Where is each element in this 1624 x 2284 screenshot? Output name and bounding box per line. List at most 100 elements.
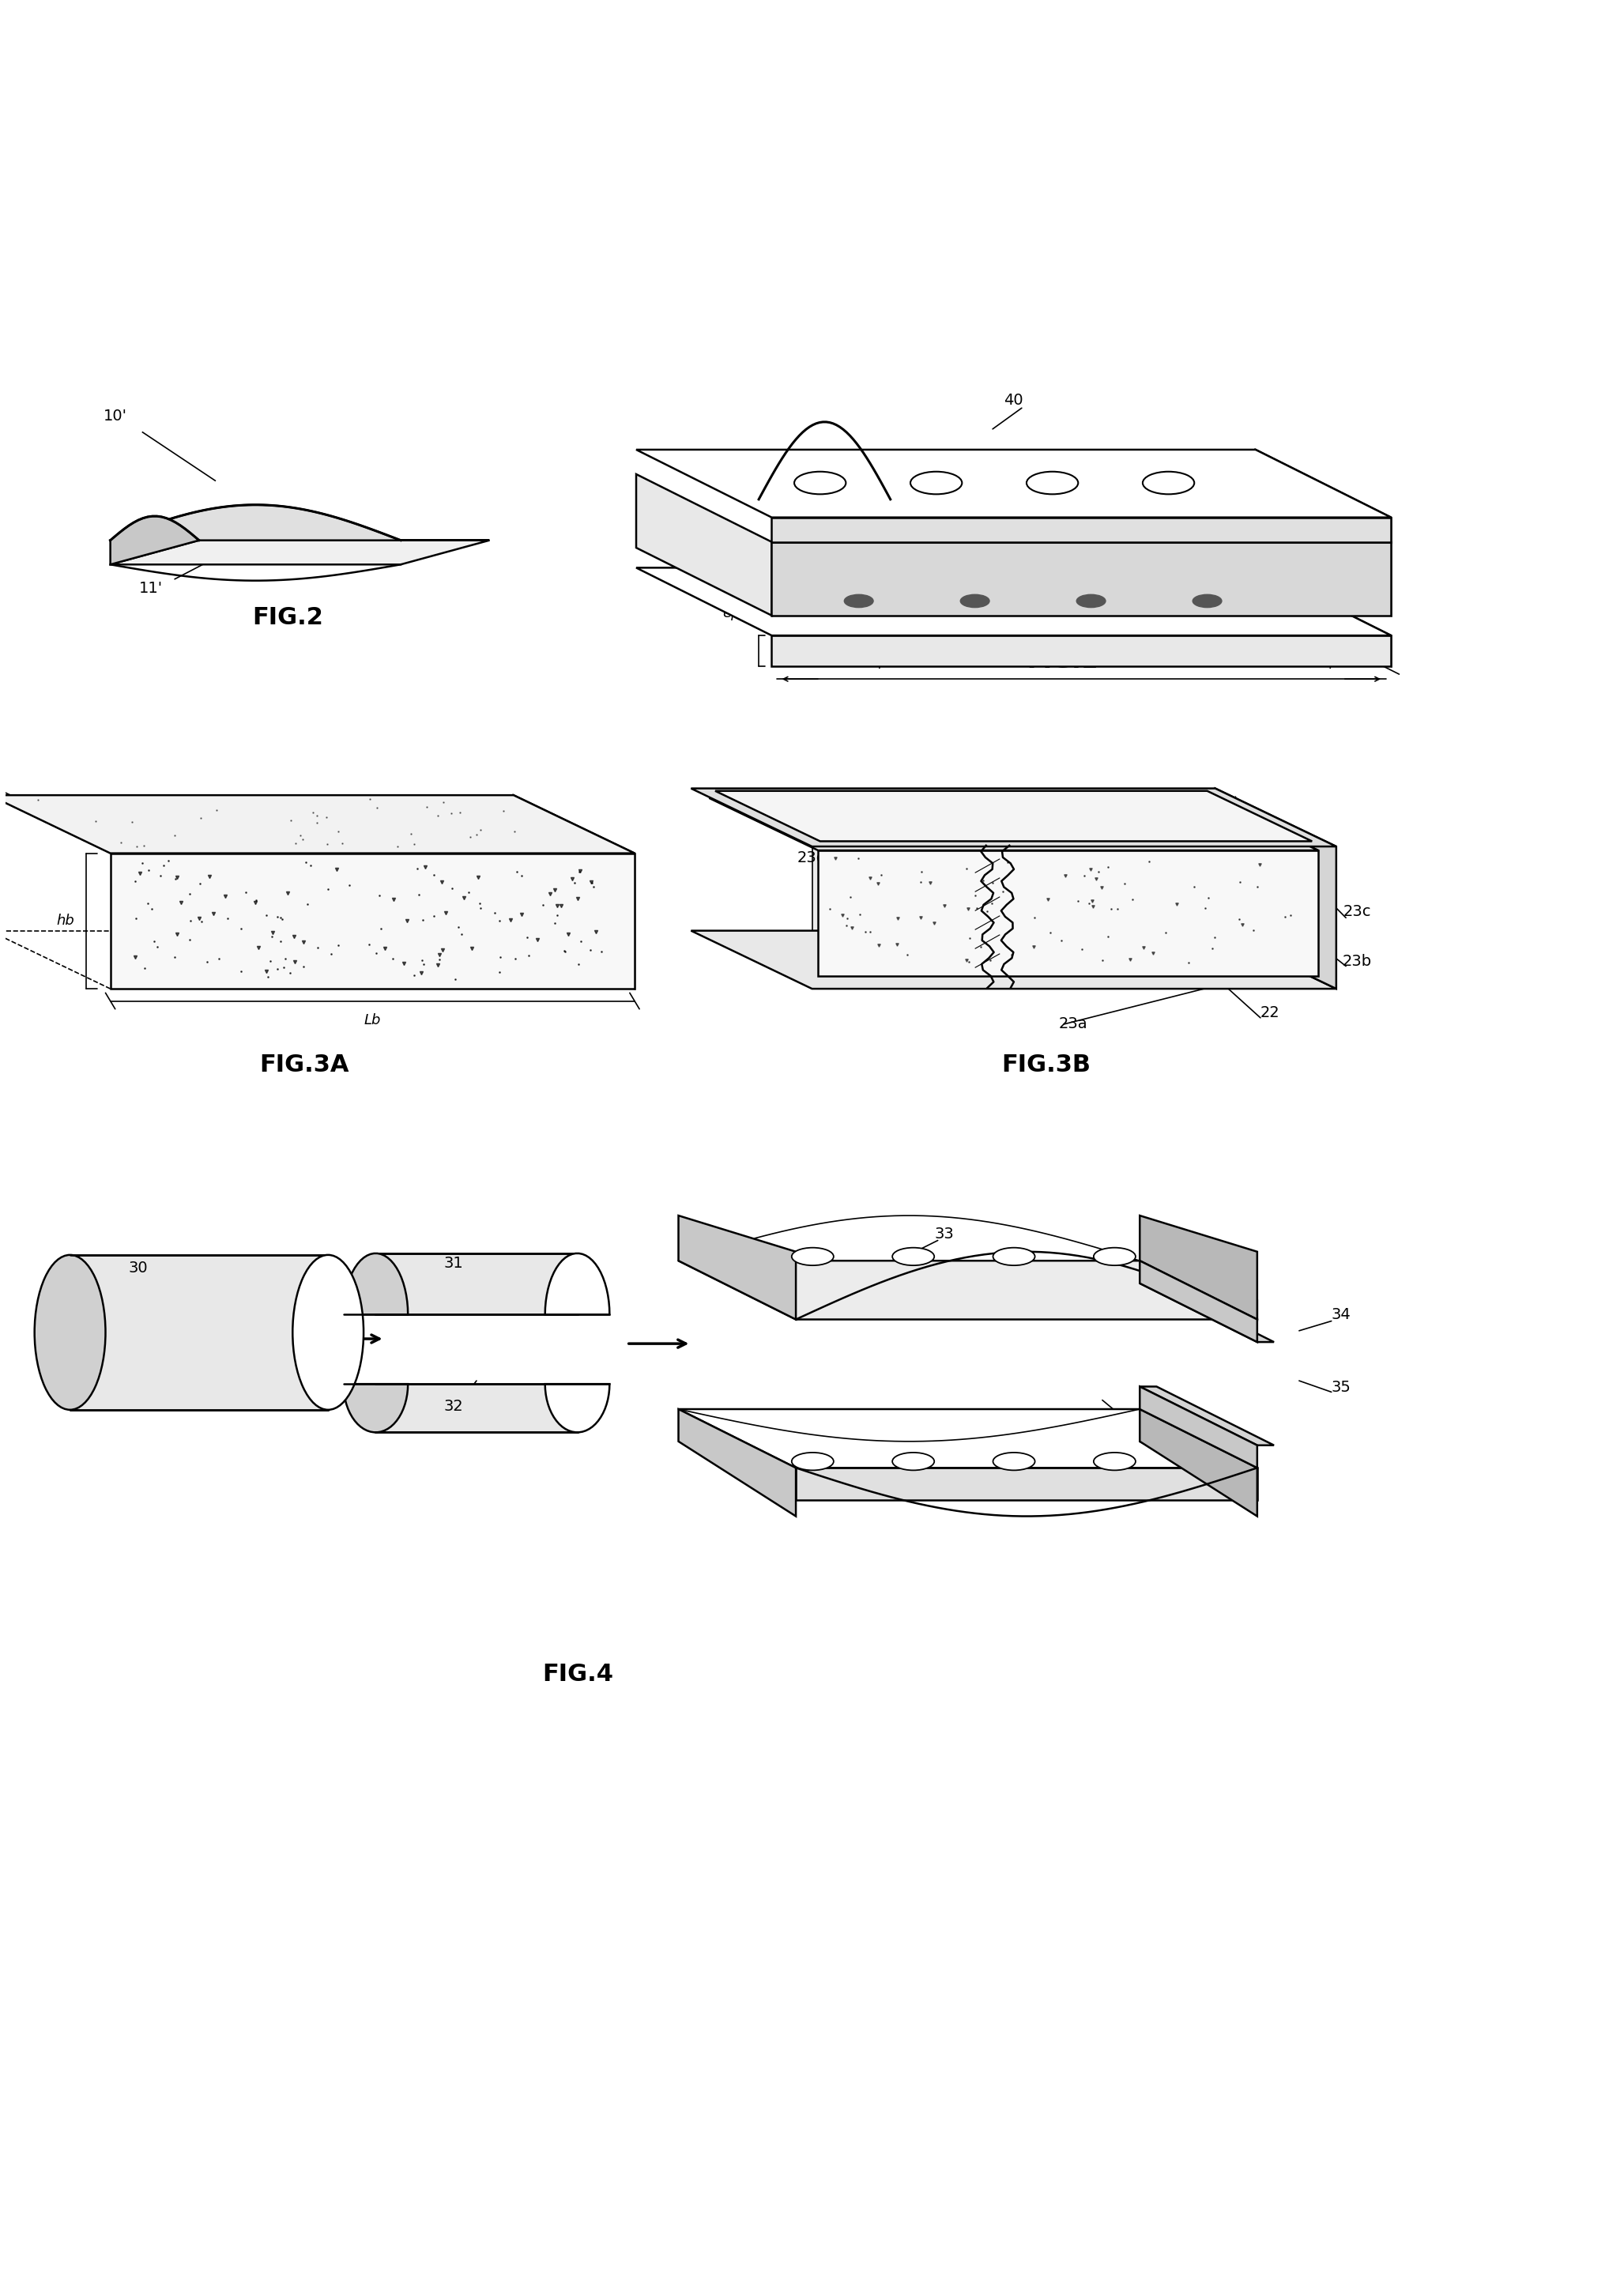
Polygon shape [546,1254,609,1316]
Ellipse shape [1067,592,1116,612]
Ellipse shape [892,1247,934,1265]
Text: 44: 44 [1224,486,1244,500]
Polygon shape [110,516,200,564]
Polygon shape [812,847,1337,989]
Text: 31: 31 [1166,1256,1186,1270]
Text: Lb: Lb [364,1014,382,1028]
Text: 10': 10' [104,409,127,423]
Ellipse shape [911,471,961,493]
Polygon shape [771,541,1392,614]
Text: 31: 31 [443,1256,464,1270]
Ellipse shape [844,594,874,608]
Polygon shape [513,795,635,989]
Text: 23c: 23c [1343,904,1371,918]
Polygon shape [771,635,1392,667]
Polygon shape [771,518,1392,541]
Text: ep: ep [723,605,741,619]
Text: 30: 30 [128,1261,148,1274]
Text: 10: 10 [1356,653,1376,669]
Polygon shape [546,1384,609,1432]
Ellipse shape [892,1453,934,1471]
Ellipse shape [992,1453,1034,1471]
Text: 43: 43 [1314,589,1333,605]
Text: 65: 65 [950,576,970,592]
Text: 42: 42 [1314,557,1333,571]
Text: 23b: 23b [1343,955,1372,968]
Polygon shape [796,1469,1257,1501]
Polygon shape [110,541,489,564]
Text: 23a: 23a [1059,1016,1088,1032]
Polygon shape [375,1384,577,1432]
Ellipse shape [794,471,846,493]
Text: 34: 34 [1332,1306,1351,1322]
Text: 32: 32 [1122,1416,1142,1430]
Ellipse shape [1182,592,1231,612]
Text: 23d: 23d [797,850,827,866]
Polygon shape [343,1254,408,1316]
Text: 23: 23 [1257,841,1276,856]
Ellipse shape [950,592,999,612]
Text: ℓp: ℓp [1324,653,1338,669]
Polygon shape [343,1384,408,1432]
Text: 45: 45 [724,468,744,484]
Ellipse shape [1026,471,1078,493]
Polygon shape [1140,1409,1257,1501]
Polygon shape [1140,1215,1257,1320]
Polygon shape [637,569,1392,635]
Ellipse shape [1143,471,1194,493]
Text: FIG.2: FIG.2 [252,605,323,628]
Text: Lp: Lp [872,653,888,669]
Polygon shape [110,854,635,989]
Text: FIG.3A: FIG.3A [260,1053,349,1076]
Text: 33: 33 [934,1227,953,1242]
Polygon shape [1140,1261,1257,1343]
Text: ℓb: ℓb [63,820,78,834]
Polygon shape [818,850,1319,975]
Polygon shape [1215,788,1337,989]
Polygon shape [679,1261,1257,1320]
Ellipse shape [791,1453,833,1471]
Text: 21: 21 [960,850,979,866]
Polygon shape [1140,1409,1257,1517]
Polygon shape [0,795,635,854]
Text: 41: 41 [1306,523,1325,539]
Text: 32: 32 [443,1400,464,1414]
Polygon shape [679,1409,1257,1469]
Text: 21: 21 [489,893,508,909]
Polygon shape [1140,1242,1257,1320]
Polygon shape [1255,450,1392,541]
Ellipse shape [1093,1453,1135,1471]
Text: 22: 22 [1260,1005,1280,1021]
Polygon shape [637,450,1392,518]
Text: FIG.4: FIG.4 [542,1663,614,1686]
Polygon shape [70,1254,328,1409]
Polygon shape [679,1215,796,1320]
Ellipse shape [1077,594,1106,608]
Polygon shape [1255,569,1392,667]
Polygon shape [110,505,489,541]
Text: 11': 11' [138,580,162,596]
Polygon shape [679,1409,796,1517]
Polygon shape [1255,475,1392,614]
Text: 35: 35 [1332,1380,1351,1396]
Text: hb: hb [57,914,75,927]
Text: 20: 20 [370,850,390,866]
Text: 40: 40 [1004,393,1023,407]
Ellipse shape [960,594,989,608]
Polygon shape [1210,797,1319,975]
Text: FIG.1: FIG.1 [1026,651,1098,674]
Ellipse shape [1192,594,1221,608]
Ellipse shape [835,592,883,612]
Text: 11: 11 [903,626,922,642]
Polygon shape [692,930,1337,989]
Polygon shape [375,1254,577,1316]
Ellipse shape [292,1254,364,1409]
Ellipse shape [992,1247,1034,1265]
Ellipse shape [34,1254,106,1409]
Polygon shape [710,797,1319,850]
Polygon shape [1140,1386,1257,1469]
Ellipse shape [791,1247,833,1265]
Ellipse shape [1093,1247,1135,1265]
Polygon shape [1140,1386,1273,1446]
Polygon shape [1140,1284,1273,1343]
